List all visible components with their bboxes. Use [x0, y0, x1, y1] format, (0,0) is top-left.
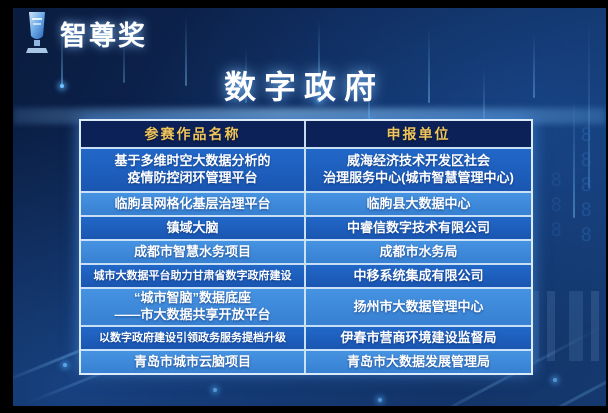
light-streak	[61, 26, 63, 86]
logo-text: 智尊奖	[60, 20, 147, 51]
table-row: 青岛市城市云脑项目 青岛市大数据发展管理局	[81, 349, 531, 373]
light-streak	[588, 18, 590, 188]
light-streak	[123, 38, 125, 83]
work-cell: 临朐县网格化基层治理平台	[81, 193, 306, 215]
unit-cell: 中移系统集成有限公司	[353, 267, 484, 283]
work-cell: 以数字政府建设引领政务服务提档升级	[81, 327, 306, 349]
trophy-icon	[26, 12, 48, 53]
header-cell-unit: 申报单位	[386, 125, 451, 142]
light-streak	[533, 33, 535, 98]
digit-rain: 8 8 8	[550, 169, 562, 241]
table-row: 基于多维时空大数据分析的 疫情防控闭环管理平台 威海经济技术开发区社会 治理服务…	[81, 147, 531, 191]
light-streak	[483, 68, 485, 158]
header-cell-work: 参赛作品名称	[81, 121, 306, 147]
light-streak	[185, 16, 187, 86]
table-row: 以数字政府建设引领政务服务提档升级 伊春市营商环境建设监督局	[81, 325, 531, 349]
letterbox-bar-top	[0, 0, 608, 8]
logo: 智尊奖	[22, 10, 147, 56]
unit-cell: 青岛市大数据发展管理局	[346, 353, 490, 369]
light-streak	[573, 98, 575, 218]
letterbox-bar-bottom	[0, 406, 608, 413]
unit-cell: 临朐县大数据中心	[366, 195, 471, 211]
work-cell: 基于多维时空大数据分析的 疫情防控闭环管理平台	[81, 149, 306, 191]
work-cell: 镇域大脑	[81, 217, 306, 239]
unit-cell: 扬州市大数据管理中心	[353, 298, 484, 314]
work-cell: 城市大数据平台助力甘肃省数字政府建设	[81, 265, 306, 287]
light-streak	[318, 20, 320, 100]
glow-dot	[63, 363, 67, 367]
awards-table: 参赛作品名称 申报单位 基于多维时空大数据分析的 疫情防控闭环管理平台 威海经济…	[79, 119, 533, 375]
glow-dot	[60, 84, 64, 88]
work-cell: 成都市智慧水务项目	[81, 241, 306, 263]
glow-dot	[553, 378, 557, 382]
unit-cell: 伊春市营商环境建设监督局	[340, 329, 497, 345]
glow-dot	[317, 98, 321, 102]
letterbox-bar-left	[0, 0, 13, 413]
page-title: 数字政府	[223, 69, 384, 105]
light-streak	[245, 48, 247, 103]
glow-dot	[378, 398, 382, 402]
table-row: 镇域大脑 中睿信数字技术有限公司	[81, 215, 531, 239]
table-row: 城市大数据平台助力甘肃省数字政府建设 中移系统集成有限公司	[81, 263, 531, 287]
glow-dot	[213, 388, 217, 392]
letterbox-bar-right	[606, 0, 608, 413]
table-row: “城市智脑”数据底座 ——市大数据共享开放平台 扬州市大数据管理中心	[81, 287, 531, 325]
work-cell: “城市智脑”数据底座 ——市大数据共享开放平台	[81, 289, 306, 325]
table-row: 成都市智慧水务项目 成都市水务局	[81, 239, 531, 263]
digit-rain: 8 8 8 8 8	[580, 124, 592, 246]
table-row: 临朐县网格化基层治理平台 临朐县大数据中心	[81, 191, 531, 215]
light-streak	[428, 28, 430, 103]
work-cell: 青岛市城市云脑项目	[81, 351, 306, 373]
unit-cell: 中睿信数字技术有限公司	[346, 219, 490, 235]
unit-cell: 成都市水务局	[379, 243, 458, 259]
unit-cell: 威海经济技术开发区社会 治理服务中心(城市智慧管理中心)	[323, 153, 514, 185]
table-header-row: 参赛作品名称 申报单位	[81, 121, 531, 147]
light-streak	[368, 63, 370, 123]
